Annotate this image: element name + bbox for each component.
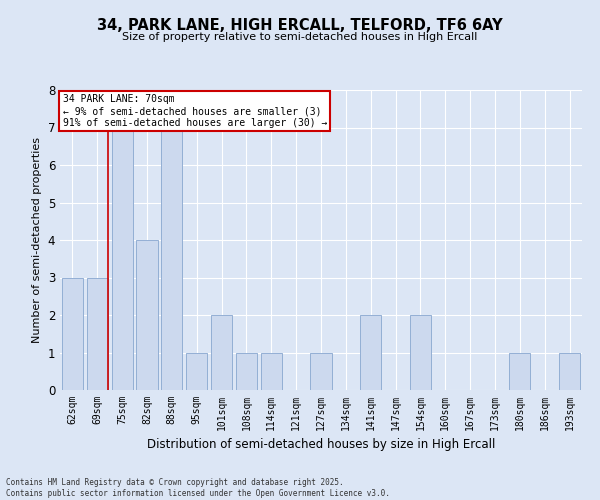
Bar bbox=[186, 352, 207, 390]
Bar bbox=[62, 278, 83, 390]
Bar bbox=[136, 240, 158, 390]
Bar bbox=[211, 315, 232, 390]
Bar bbox=[310, 352, 332, 390]
Text: 34 PARK LANE: 70sqm
← 9% of semi-detached houses are smaller (3)
91% of semi-det: 34 PARK LANE: 70sqm ← 9% of semi-detache… bbox=[62, 94, 327, 128]
Text: Size of property relative to semi-detached houses in High Ercall: Size of property relative to semi-detach… bbox=[122, 32, 478, 42]
Bar bbox=[410, 315, 431, 390]
Bar bbox=[509, 352, 530, 390]
Bar bbox=[236, 352, 257, 390]
Text: 34, PARK LANE, HIGH ERCALL, TELFORD, TF6 6AY: 34, PARK LANE, HIGH ERCALL, TELFORD, TF6… bbox=[97, 18, 503, 32]
Text: Contains HM Land Registry data © Crown copyright and database right 2025.
Contai: Contains HM Land Registry data © Crown c… bbox=[6, 478, 390, 498]
Bar bbox=[559, 352, 580, 390]
X-axis label: Distribution of semi-detached houses by size in High Ercall: Distribution of semi-detached houses by … bbox=[147, 438, 495, 452]
Y-axis label: Number of semi-detached properties: Number of semi-detached properties bbox=[32, 137, 42, 343]
Bar bbox=[112, 128, 133, 390]
Bar bbox=[161, 128, 182, 390]
Bar bbox=[261, 352, 282, 390]
Bar bbox=[87, 278, 108, 390]
Bar bbox=[360, 315, 381, 390]
